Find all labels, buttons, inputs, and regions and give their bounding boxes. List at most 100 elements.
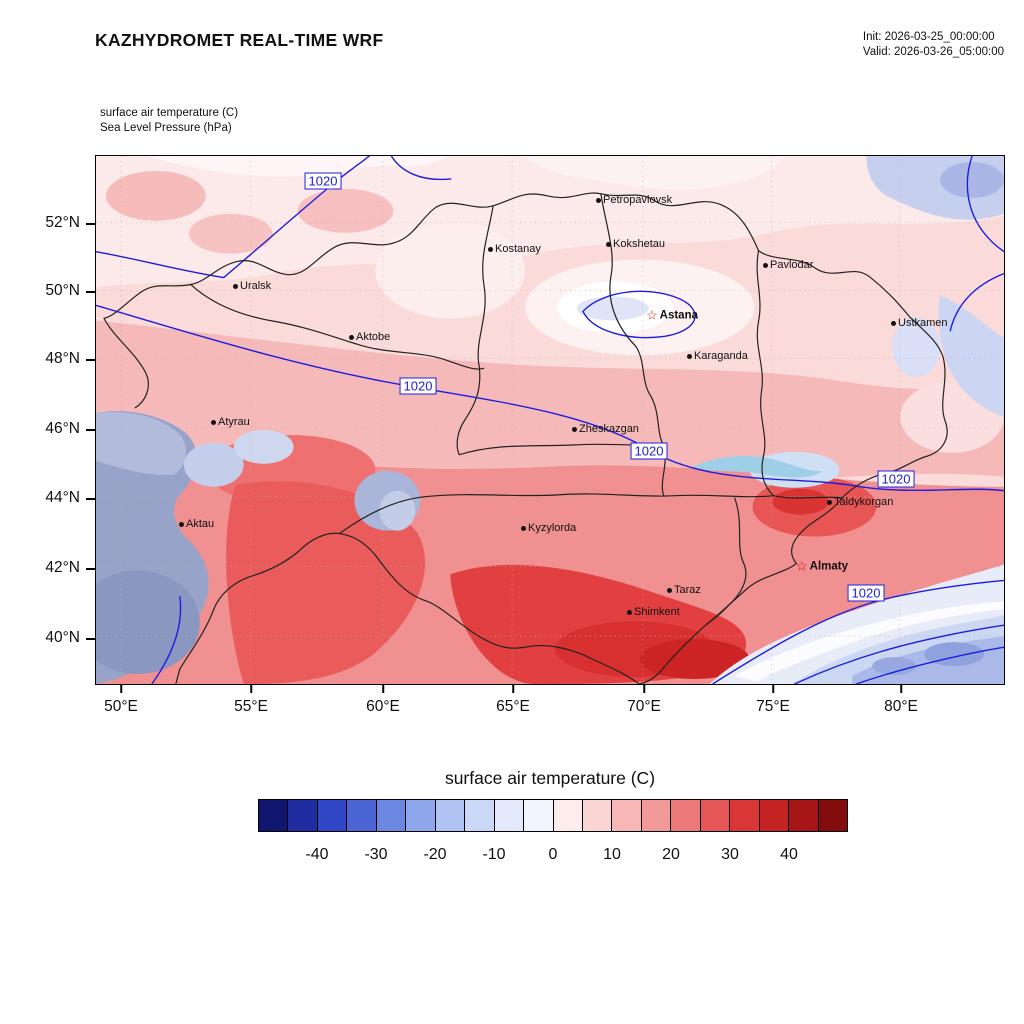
y-tick-label: 42°N [45, 559, 80, 576]
city-dot-icon [572, 426, 577, 432]
colorbar-segment-17 [759, 800, 790, 831]
pressure-contour-label-0: 1020 [304, 172, 342, 190]
colorbar-segment-4 [376, 800, 407, 831]
city-marker-pavlodar: Pavlodar [763, 259, 813, 271]
colorbar-segment-3 [347, 800, 377, 831]
map-frame: 1020 1020 1020 1020 1020 Petropavlovsk Kostan… [45, 155, 1005, 715]
city-label-uralsk: Uralsk [240, 280, 272, 292]
city-label-kyzylorda: Kyzylorda [528, 522, 577, 534]
city-marker-aktobe: Aktobe [349, 331, 390, 343]
colorbar-segment-18 [789, 800, 819, 831]
model-run-info: Init: 2026-03-25_00:00:00 Valid: 2026-03… [863, 30, 1004, 60]
city-label-zheskazgan: Zheskazgan [579, 423, 639, 435]
capital-star-icon: ☆ [646, 307, 658, 323]
x-tick-mark [772, 684, 774, 693]
x-tick-mark [900, 684, 902, 693]
y-tick-mark [86, 291, 95, 293]
colorbar-segment-5 [406, 800, 436, 831]
y-tick-mark [86, 429, 95, 431]
city-label-kokshetau: Kokshetau [613, 238, 665, 250]
valid-time: Valid: 2026-03-26_05:00:00 [862, 46, 1004, 58]
colorbar-tick-label: -10 [482, 846, 506, 863]
y-tick-label: 52°N [45, 214, 80, 231]
colorbar-segment-13 [641, 800, 672, 831]
city-dot-icon [667, 587, 672, 593]
colorbar-segment-2 [317, 800, 348, 831]
colorbar-tick-label: -30 [364, 846, 388, 863]
init-time: Init: 2026-03-25_00:00:00 [862, 31, 995, 43]
city-dot-icon [488, 246, 493, 252]
colorbar-segment-7 [465, 800, 495, 831]
city-dot-icon [687, 353, 692, 359]
x-tick-mark [382, 684, 384, 693]
x-tick-mark [250, 684, 252, 693]
city-dot-icon [606, 241, 611, 247]
field-label-temperature: surface air temperature (C) [100, 107, 239, 119]
x-tick-label: 70°E [627, 698, 661, 715]
city-label-ustkamen: Ustkamen [898, 317, 948, 329]
x-tick-label: 60°E [366, 698, 400, 715]
colorbar-tick-label: 30 [721, 846, 739, 863]
region-borders [103, 192, 948, 684]
city-marker-kostanay: Kostanay [488, 243, 541, 255]
city-dot-icon [827, 499, 832, 505]
city-label-pavlodar: Pavlodar [770, 259, 814, 271]
city-label-almaty: Almaty [809, 560, 849, 572]
x-tick-label: 75°E [756, 698, 790, 715]
colorbar-segment-1 [288, 800, 318, 831]
city-label-kostanay: Kostanay [495, 243, 541, 255]
colorbar-tick-label: 40 [780, 846, 798, 863]
colorbar-labels: -40 -30 -20 -10 0 10 20 30 40 [258, 846, 848, 868]
y-tick-mark [86, 498, 95, 500]
colorbar-tick-label: -20 [423, 846, 447, 863]
colorbar-tick-label: 0 [548, 846, 558, 863]
y-tick-label: 50°N [45, 282, 80, 299]
city-marker-taraz: Taraz [667, 584, 701, 596]
city-marker-petropavlovsk: Petropavlovsk [596, 194, 672, 206]
y-tick-label: 40°N [45, 629, 80, 646]
pressure-contours [96, 156, 1004, 684]
capital-star-icon: ☆ [796, 558, 808, 574]
colorbar-segment-19 [818, 800, 848, 831]
capital-marker-almaty: ☆ Almaty [796, 560, 848, 573]
x-tick-label: 65°E [496, 698, 530, 715]
city-dot-icon [179, 521, 184, 527]
aral-sea [354, 470, 421, 531]
graticule-gridlines [96, 156, 1004, 684]
y-tick-mark [86, 638, 95, 640]
colorbar-segment-8 [494, 800, 525, 831]
city-marker-atyrau: Atyrau [211, 416, 250, 428]
city-label-taldykorgan: Taldykorgan [834, 496, 894, 508]
city-label-karaganda: Karaganda [694, 350, 748, 362]
city-marker-taldykorgan: Taldykorgan [827, 496, 893, 508]
colorbar-segment-9 [524, 800, 554, 831]
colorbar-segment-15 [700, 800, 731, 831]
temperature-field [96, 156, 1004, 684]
y-tick-label: 48°N [45, 350, 80, 367]
city-marker-ustkamen: Ustkamen [891, 317, 948, 329]
colorbar-segment-12 [612, 800, 642, 831]
city-label-taraz: Taraz [674, 584, 701, 596]
map-graphic [96, 156, 1004, 684]
city-label-petropavlovsk: Petropavlovsk [603, 194, 673, 206]
colorbar-segment-11 [582, 800, 613, 831]
colorbar-segment-16 [730, 800, 760, 831]
y-tick-mark [86, 359, 95, 361]
colorbar-segment-10 [553, 800, 583, 831]
city-marker-kyzylorda: Kyzylorda [521, 522, 576, 534]
city-dot-icon [596, 197, 601, 203]
x-tick-label: 50°E [104, 698, 138, 715]
city-label-atyrau: Atyrau [218, 416, 250, 428]
colorbar-tick-label: 10 [603, 846, 621, 863]
y-tick-label: 44°N [45, 489, 80, 506]
city-dot-icon [521, 525, 526, 531]
city-dot-icon [349, 334, 354, 340]
city-label-aktobe: Aktobe [356, 331, 391, 343]
city-marker-karaganda: Karaganda [687, 350, 748, 362]
capital-marker-astana: ☆ Astana [646, 309, 698, 322]
city-marker-zheskazgan: Zheskazgan [572, 423, 639, 435]
city-label-aktau: Aktau [186, 518, 215, 530]
y-tick-mark [86, 568, 95, 570]
page-title: KAZHYDROMET REAL-TIME WRF [95, 30, 384, 50]
